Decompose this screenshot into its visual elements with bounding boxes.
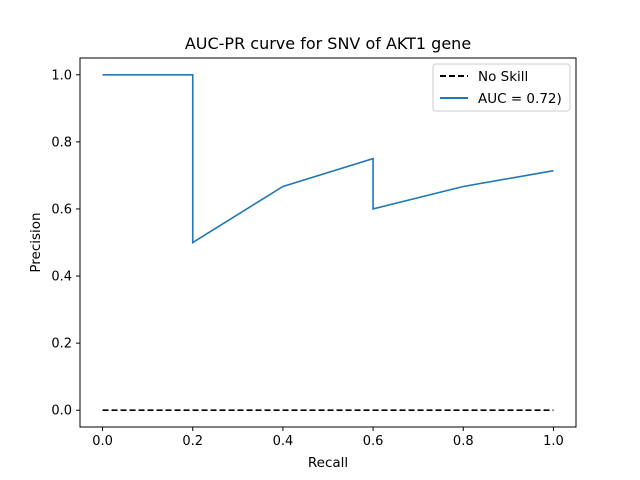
- x-axis-ticks: 0.0 0.2 0.4 0.6 0.8 1.0: [92, 427, 564, 449]
- legend-label-no-skill: No Skill: [478, 69, 528, 85]
- x-axis-label: Recall: [308, 455, 348, 471]
- legend: No Skill AUC = 0.72): [432, 63, 571, 112]
- y-tick-label: 0.4: [51, 270, 72, 285]
- x-tick-label: 0.4: [273, 434, 294, 449]
- axes-frame: [79, 57, 577, 428]
- x-tick-label: 1.0: [543, 434, 564, 449]
- chart-title: AUC-PR curve for SNV of AKT1 gene: [185, 34, 471, 53]
- x-tick-label: 0.6: [363, 434, 384, 449]
- y-axis-label: Precision: [28, 212, 44, 272]
- y-axis-ticks: 0.0 0.2 0.4 0.6 0.8 1.0: [51, 68, 80, 419]
- series-line-auc: [102, 73, 554, 244]
- x-tick-label: 0.0: [92, 434, 113, 449]
- x-tick-label: 0.2: [182, 434, 203, 449]
- y-tick-label: 1.0: [51, 68, 72, 83]
- x-tick-label: 0.8: [453, 434, 474, 449]
- y-tick-label: 0.0: [51, 404, 72, 419]
- y-tick-label: 0.6: [51, 202, 72, 217]
- legend-label-auc: AUC = 0.72): [478, 91, 562, 107]
- plot-area: [102, 73, 554, 412]
- y-tick-label: 0.2: [51, 337, 72, 352]
- y-tick-label: 0.8: [51, 135, 72, 150]
